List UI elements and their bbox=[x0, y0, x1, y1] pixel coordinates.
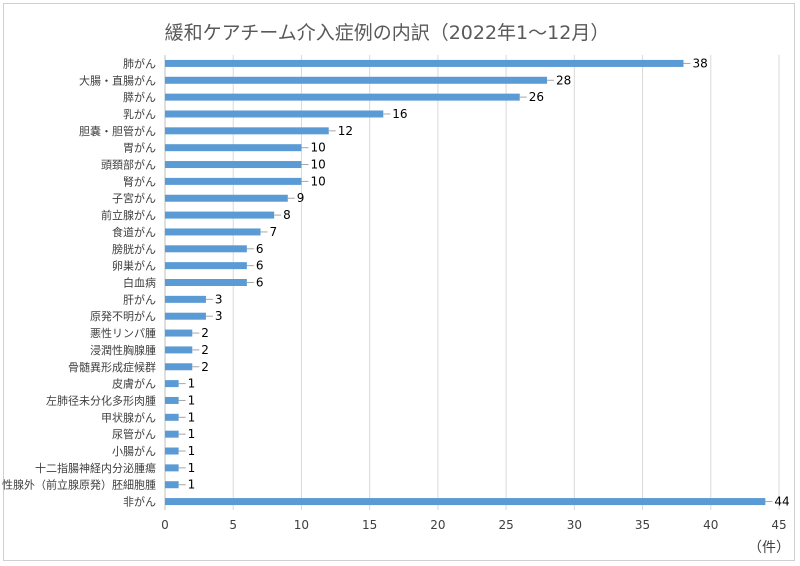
x-tick-label: 5 bbox=[229, 518, 237, 532]
bar bbox=[165, 498, 766, 506]
category-label: 頭頚部がん bbox=[101, 158, 156, 172]
category-label: 胃がん bbox=[123, 141, 156, 155]
data-label: 3 bbox=[215, 292, 223, 306]
bar bbox=[165, 262, 247, 270]
data-label: 6 bbox=[256, 259, 264, 273]
data-label: 10 bbox=[310, 174, 325, 188]
bar bbox=[165, 396, 179, 404]
data-label: 9 bbox=[297, 191, 305, 205]
category-label: 肝がん bbox=[123, 292, 156, 306]
data-label: 10 bbox=[310, 158, 325, 172]
category-label: 子宮がん bbox=[112, 191, 156, 205]
data-label: 16 bbox=[392, 107, 407, 121]
category-label: 膀胱がん bbox=[112, 242, 156, 256]
category-label: 骨髄異形成症候群 bbox=[68, 360, 156, 374]
data-label: 2 bbox=[201, 360, 209, 374]
x-tick-labels: 0 5 10 15 20 25 30 35 40 45 bbox=[161, 518, 786, 532]
bar bbox=[165, 144, 302, 152]
x-tick-label: 20 bbox=[430, 518, 445, 532]
data-label: 1 bbox=[188, 478, 196, 492]
bar bbox=[165, 413, 179, 421]
category-label: 食道がん bbox=[112, 225, 156, 239]
category-label: 乳がん bbox=[123, 107, 156, 121]
x-tick-label: 45 bbox=[771, 518, 786, 532]
x-tick-label: 25 bbox=[498, 518, 513, 532]
category-label: 胆嚢・胆管がん bbox=[79, 124, 156, 138]
data-label: 1 bbox=[188, 377, 196, 391]
bar-series bbox=[165, 59, 766, 506]
bar bbox=[165, 228, 261, 236]
bar bbox=[165, 110, 384, 118]
category-label: 浸潤性胸腺腫 bbox=[90, 343, 156, 357]
data-label: 3 bbox=[215, 309, 223, 323]
bar bbox=[165, 194, 288, 202]
bar bbox=[165, 295, 206, 303]
data-label: 6 bbox=[256, 242, 264, 256]
bar bbox=[165, 127, 329, 135]
data-label: 44 bbox=[774, 495, 789, 509]
x-tick-label: 30 bbox=[567, 518, 582, 532]
bar bbox=[165, 245, 247, 253]
bar bbox=[165, 177, 302, 185]
category-label: 皮膚がん bbox=[112, 377, 156, 391]
bar bbox=[165, 481, 179, 489]
x-tick-label: 35 bbox=[635, 518, 650, 532]
data-label: 10 bbox=[310, 141, 325, 155]
x-tick-label: 0 bbox=[161, 518, 169, 532]
data-label: 6 bbox=[256, 276, 264, 290]
bar bbox=[165, 430, 179, 438]
x-tick-label: 40 bbox=[703, 518, 718, 532]
bar bbox=[165, 161, 302, 169]
category-label: 悪性リンパ腫 bbox=[90, 326, 156, 340]
data-label: 38 bbox=[692, 56, 707, 70]
bar bbox=[165, 76, 548, 84]
bar bbox=[165, 464, 179, 472]
data-label: 28 bbox=[556, 73, 571, 87]
data-label: 1 bbox=[188, 393, 196, 407]
data-label: 1 bbox=[188, 410, 196, 424]
bar bbox=[165, 363, 193, 371]
category-label: 尿管がん bbox=[112, 427, 156, 441]
bar bbox=[165, 380, 179, 388]
x-tick-label: 15 bbox=[362, 518, 377, 532]
data-label: 26 bbox=[529, 90, 544, 104]
bar bbox=[165, 93, 520, 101]
data-label: 1 bbox=[188, 427, 196, 441]
bar bbox=[165, 211, 275, 219]
data-label: 2 bbox=[201, 343, 209, 357]
bar bbox=[165, 329, 193, 337]
bar bbox=[165, 447, 179, 455]
category-label: 膵がん bbox=[123, 90, 156, 104]
data-label: 7 bbox=[270, 225, 278, 239]
data-label: 1 bbox=[188, 444, 196, 458]
bar bbox=[165, 59, 684, 67]
category-label: 十二指腸神経内分泌腫瘍 bbox=[35, 461, 156, 475]
category-label: 卵巣がん bbox=[112, 259, 156, 273]
category-labels: 肺がん大腸・直腸がん膵がん乳がん胆嚢・胆管がん胃がん頭頚部がん腎がん子宮がん前立… bbox=[2, 56, 156, 508]
bar bbox=[165, 346, 193, 354]
bar bbox=[165, 312, 206, 320]
x-axis-unit-label: （件） bbox=[748, 540, 790, 556]
category-label: 左肺径未分化多形肉腫 bbox=[46, 393, 156, 407]
category-label: 小腸がん bbox=[112, 444, 156, 458]
data-label: 1 bbox=[188, 461, 196, 475]
category-label: 大腸・直腸がん bbox=[79, 73, 156, 87]
category-label: 非がん bbox=[123, 495, 156, 509]
data-label: 8 bbox=[283, 208, 291, 222]
category-label: 甲状腺がん bbox=[101, 410, 156, 424]
data-label: 2 bbox=[201, 326, 209, 340]
category-label: 原発不明がん bbox=[90, 309, 156, 323]
data-label: 12 bbox=[338, 124, 353, 138]
chart-title: 緩和ケアチーム介入症例の内訳（2022年1～12月） bbox=[165, 22, 610, 44]
x-tick-label: 10 bbox=[294, 518, 309, 532]
bar bbox=[165, 279, 247, 286]
category-label: 肺がん bbox=[123, 56, 156, 70]
category-label: 前立腺がん bbox=[101, 208, 156, 222]
category-label: 白血病 bbox=[123, 276, 156, 290]
category-label: 腎がん bbox=[123, 174, 156, 188]
category-label: 性腺外（前立腺原発）胚細胞腫 bbox=[2, 478, 156, 492]
